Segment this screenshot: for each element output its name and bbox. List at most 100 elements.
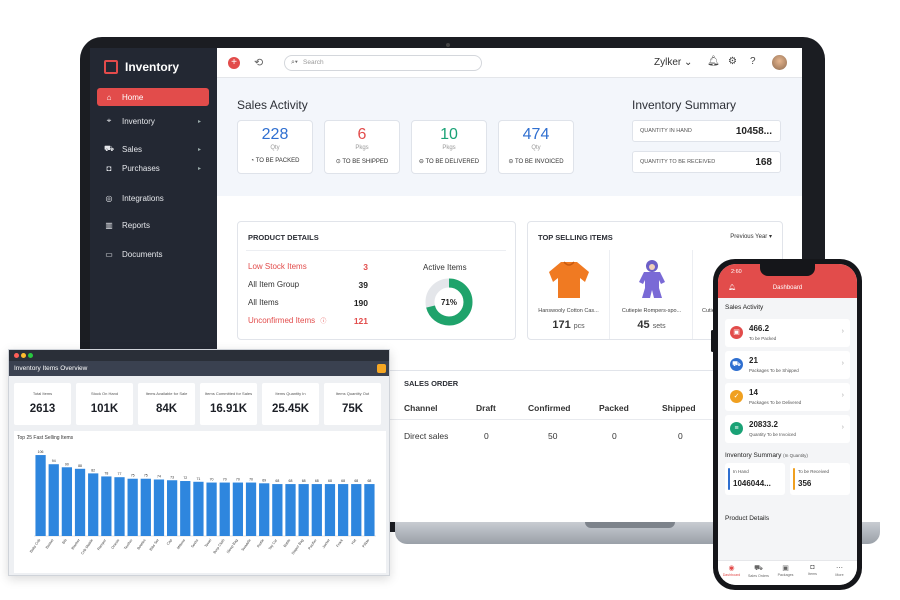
- close-dot[interactable]: [14, 353, 19, 358]
- bar-value-label: 70: [210, 478, 214, 482]
- bar[interactable]: [311, 484, 322, 536]
- phone-activity-card[interactable]: ⛟ 21 Packages To be Shipped ›: [725, 351, 850, 379]
- category-label: Basket: [45, 538, 55, 549]
- bar[interactable]: [232, 482, 244, 536]
- sidebar-item-purchases[interactable]: ◘ Purchases ▸: [97, 159, 209, 177]
- overview-title: Inventory Items Overview: [14, 365, 88, 372]
- tab-packages[interactable]: ▣ Packages: [772, 564, 799, 577]
- bar[interactable]: [272, 484, 283, 536]
- bar[interactable]: [88, 473, 99, 536]
- sales-activity-card[interactable]: 474 Qty ⊝ TO BE INVOICED: [498, 120, 574, 174]
- sidebar-item-integrations[interactable]: ◎ Integrations: [97, 189, 209, 207]
- phone-activity-card[interactable]: ✓ 14 Packages To be Delivered ›: [725, 383, 850, 411]
- bar-value-label: 78: [104, 471, 108, 475]
- chevron-down-icon: ⌄: [684, 57, 693, 68]
- category-label: Mittens: [176, 538, 186, 550]
- tab-label: More: [835, 573, 844, 577]
- sidebar-item-inventory[interactable]: ⌖ Inventory ▸: [97, 112, 209, 130]
- tab-more[interactable]: ⋯ More: [826, 564, 853, 577]
- tab-dashboard[interactable]: ◉ Dashboard: [718, 564, 745, 577]
- bar[interactable]: [140, 478, 151, 536]
- bar-chart: 106 Baby Crib 94 Basket 90 Bib 88 Blanket 82 Crib…: [29, 450, 376, 555]
- bar[interactable]: [153, 479, 165, 536]
- minimize-dot[interactable]: [21, 353, 26, 358]
- kpi-card: Items Available for Sale 84K: [138, 383, 195, 425]
- bar[interactable]: [337, 484, 349, 536]
- bar-value-label: 74: [157, 474, 161, 478]
- maximize-dot[interactable]: [28, 353, 33, 358]
- sidebar-item-reports[interactable]: ▥ Reports: [97, 216, 209, 234]
- status-time: 2:60: [731, 269, 742, 275]
- bar[interactable]: [35, 455, 46, 536]
- row-label: QUANTITY IN HAND: [640, 128, 692, 134]
- bar[interactable]: [298, 484, 309, 536]
- period-filter[interactable]: Previous Year ▾: [730, 233, 772, 240]
- bar[interactable]: [166, 480, 178, 536]
- bar-value-label: 70: [249, 478, 253, 482]
- bar[interactable]: [180, 481, 191, 536]
- category-label: Burp Cloth: [213, 538, 226, 554]
- phone-tabbar: ◉ Dashboard ⛟ Sales Orders ▣ Packages ◘ Item…: [718, 560, 857, 585]
- avatar[interactable]: [772, 55, 787, 70]
- category-label: Pacifier: [307, 538, 318, 551]
- in-hand-card[interactable]: In Hand 1046044...: [725, 463, 785, 495]
- org-switcher[interactable]: Zylker ⌄: [654, 57, 692, 68]
- bar[interactable]: [74, 468, 86, 536]
- bell-icon[interactable]: 🔔︎: [707, 56, 720, 67]
- donut-arc: [425, 278, 473, 326]
- bar[interactable]: [324, 484, 336, 536]
- category-label: Cap: [166, 538, 173, 546]
- activity-label: ⊖ TO BE DELIVERED: [412, 158, 486, 165]
- sales-activity-card[interactable]: 228 Qty ◔ TO BE PACKED: [237, 120, 313, 174]
- bar-value-label: 68: [302, 479, 306, 483]
- help-icon[interactable]: ?: [750, 56, 756, 67]
- bell-icon[interactable]: 🔔︎: [728, 285, 736, 291]
- in-hand-value: 1046044...: [733, 479, 771, 488]
- table-cell[interactable]: Direct sales: [404, 431, 449, 441]
- bar[interactable]: [127, 478, 138, 536]
- phone-activity-card[interactable]: ≡ 20833.2 Quantity To be Invoiced ›: [725, 415, 850, 443]
- app-logo-icon: [377, 364, 386, 373]
- bar[interactable]: [351, 484, 362, 536]
- top-item[interactable]: Cutie: [694, 250, 776, 339]
- sales-activity-card[interactable]: 10 Pkgs ⊖ TO BE DELIVERED: [411, 120, 487, 174]
- bar[interactable]: [259, 483, 270, 536]
- bar[interactable]: [206, 482, 217, 536]
- kpi-label: Stock On Hand: [90, 391, 119, 396]
- caret-right-icon: ▸: [197, 118, 201, 125]
- bar[interactable]: [219, 482, 230, 536]
- to-receive-card[interactable]: To be Received 356: [790, 463, 850, 495]
- history-icon[interactable]: ⟲: [254, 57, 264, 69]
- product-details-card: PRODUCT DETAILS Low Stock Items 3 All It…: [237, 221, 516, 340]
- sidebar-item-home[interactable]: ⌂ Home: [97, 88, 209, 106]
- bar[interactable]: [193, 481, 204, 536]
- home-icon: ⌂: [106, 92, 112, 102]
- top-item[interactable]: Cutiepie Rompers-spo... 45 sets: [611, 250, 693, 339]
- top-item[interactable]: Hanswooly Cotton Cas... 171 pcs: [528, 250, 610, 339]
- activity-value: 474: [522, 126, 550, 143]
- search-input[interactable]: ⌕▾ Search: [284, 55, 482, 71]
- add-new-button[interactable]: +: [228, 57, 240, 69]
- phone-product-details-title: Product Details: [725, 515, 770, 522]
- bar[interactable]: [245, 482, 257, 536]
- tab-items[interactable]: ◘ Items: [799, 564, 826, 576]
- tab-sales-orders[interactable]: ⛟ Sales Orders: [745, 564, 772, 578]
- bar[interactable]: [364, 484, 375, 536]
- brand[interactable]: Inventory: [104, 60, 179, 74]
- kpi-label: Items Quantity In: [275, 391, 306, 396]
- sidebar-item-documents[interactable]: ▭ Documents: [97, 245, 209, 263]
- bar[interactable]: [101, 476, 112, 536]
- kpi-value: 75K: [341, 403, 364, 415]
- sidebar-item-sales[interactable]: ⛟ Sales ▸: [97, 140, 209, 158]
- phone-activity-card[interactable]: ▣ 466.2 To be Packed ›: [725, 319, 850, 347]
- unconfirmed-items-link[interactable]: Unconfirmed Items ⓘ: [248, 316, 326, 325]
- brand-name: Inventory: [125, 60, 180, 74]
- bar[interactable]: [285, 484, 296, 536]
- gear-icon[interactable]: ⚙: [728, 56, 737, 67]
- low-stock-link[interactable]: Low Stock Items: [248, 262, 307, 271]
- card-label: Quantity To be Invoiced: [749, 432, 796, 437]
- bar[interactable]: [61, 467, 73, 536]
- sales-activity-card[interactable]: 6 Pkgs ⊙ TO BE SHIPPED: [324, 120, 400, 174]
- bar[interactable]: [114, 477, 125, 536]
- bar[interactable]: [48, 464, 59, 536]
